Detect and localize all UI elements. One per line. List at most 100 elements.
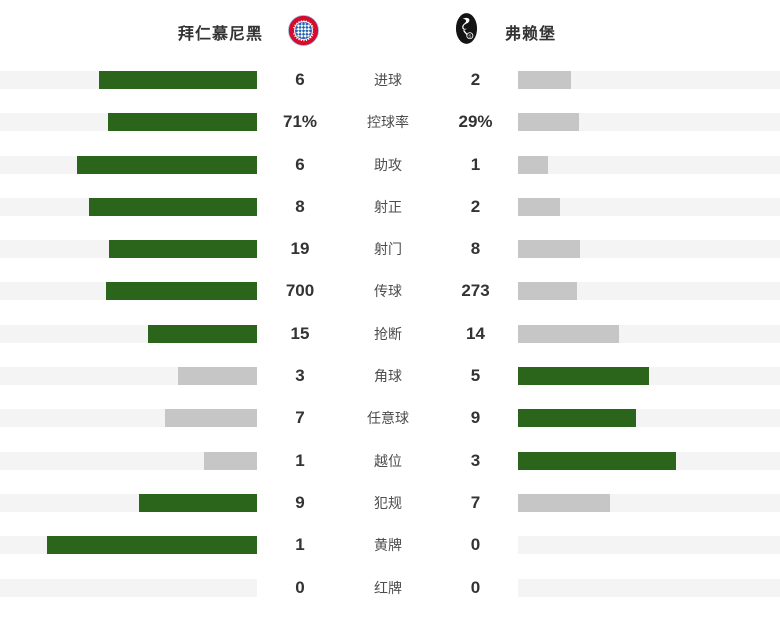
svg-text:S: S xyxy=(468,34,471,39)
stat-label: 红牌 xyxy=(374,579,402,596)
away-bar xyxy=(518,493,610,512)
stat-row: 0 红牌 0 xyxy=(0,577,780,597)
home-bar xyxy=(89,197,257,216)
away-bar xyxy=(518,282,577,301)
home-team-name: 拜仁慕尼黑 xyxy=(177,26,263,43)
home-bar xyxy=(77,155,257,174)
away-value: 5 xyxy=(470,366,481,386)
stat-label: 黄牌 xyxy=(374,537,402,554)
away-value: 3 xyxy=(470,450,481,470)
home-bar xyxy=(178,367,257,386)
home-bar-track xyxy=(0,282,257,301)
home-value: 9 xyxy=(295,492,305,512)
stat-label: 角球 xyxy=(374,368,402,385)
stat-row: 8 射正 2 xyxy=(0,196,780,216)
away-bar-track xyxy=(518,240,780,259)
away-bar-track xyxy=(518,493,780,512)
away-value: 9 xyxy=(470,408,481,428)
stat-label: 任意球 xyxy=(367,410,409,427)
stat-row: 71% 控球率 29% xyxy=(0,112,780,132)
away-value: 2 xyxy=(470,196,481,216)
away-value: 273 xyxy=(461,281,490,301)
stat-label: 控球率 xyxy=(367,114,409,131)
home-bar-track xyxy=(0,71,257,89)
stat-label: 传球 xyxy=(374,283,402,300)
home-bar-track xyxy=(0,409,257,428)
stat-row: 1 黄牌 0 xyxy=(0,535,780,555)
stat-label: 犯规 xyxy=(374,494,402,511)
home-bar-track xyxy=(0,324,257,343)
home-bar xyxy=(165,409,257,428)
away-bar-track xyxy=(518,451,780,470)
home-bar xyxy=(106,282,257,301)
home-bar-track xyxy=(0,113,257,132)
home-bar xyxy=(109,240,257,259)
home-value: 8 xyxy=(295,196,305,216)
home-bar-track xyxy=(0,197,257,216)
stat-label: 进球 xyxy=(374,72,402,88)
away-bar-track xyxy=(518,113,780,132)
home-bar xyxy=(148,324,257,343)
home-value: 6 xyxy=(295,154,305,174)
away-value: 7 xyxy=(470,492,481,512)
home-bar xyxy=(108,113,257,132)
stat-label: 射正 xyxy=(374,198,402,215)
away-bar xyxy=(518,324,619,343)
home-value: 0 xyxy=(295,577,305,597)
stat-row: 6 进球 2 xyxy=(0,71,780,89)
home-bar-track xyxy=(0,578,257,597)
home-bar-track xyxy=(0,451,257,470)
stat-row: 15 抢断 14 xyxy=(0,323,780,343)
home-bar-track xyxy=(0,155,257,174)
away-bar xyxy=(518,71,571,89)
home-bar-track xyxy=(0,240,257,259)
away-value: 29% xyxy=(458,112,493,132)
away-value: 14 xyxy=(466,323,485,343)
home-value: 15 xyxy=(290,323,310,343)
away-value: 8 xyxy=(470,239,481,259)
home-value: 3 xyxy=(295,366,305,386)
stat-row: 7 任意球 9 xyxy=(0,408,780,428)
home-bar xyxy=(99,71,257,89)
home-bar xyxy=(139,493,257,512)
home-value: 71% xyxy=(282,112,318,132)
away-bar-track xyxy=(518,578,780,597)
stat-row: 1 越位 3 xyxy=(0,450,780,470)
stat-row: 19 射门 8 xyxy=(0,239,780,259)
stat-row: 6 助攻 1 xyxy=(0,154,780,174)
home-bar xyxy=(47,536,257,555)
home-value: 700 xyxy=(285,281,315,301)
home-value: 19 xyxy=(290,239,310,259)
freiburg-logo-icon: S xyxy=(455,12,478,45)
away-bar xyxy=(518,197,560,216)
away-bar-track xyxy=(518,367,780,386)
home-value: 6 xyxy=(295,70,305,89)
away-bar-track xyxy=(518,197,780,216)
away-bar-track xyxy=(518,324,780,343)
away-value: 0 xyxy=(470,535,481,555)
home-value: 7 xyxy=(295,408,305,428)
home-bar xyxy=(204,451,257,470)
away-bar-track xyxy=(518,71,780,89)
home-bar-track xyxy=(0,536,257,555)
stats-rows: 6 进球 2 71% 控球率 29% 6 助攻 1 xyxy=(0,60,780,597)
away-bar xyxy=(518,240,580,259)
away-bar xyxy=(518,451,676,470)
away-team-name: 弗赖堡 xyxy=(505,26,557,43)
home-value: 1 xyxy=(295,535,305,555)
home-value: 1 xyxy=(295,450,305,470)
away-bar-track xyxy=(518,155,780,174)
away-value: 1 xyxy=(470,154,481,174)
away-bar xyxy=(518,113,579,132)
stat-row: 700 传球 273 xyxy=(0,281,780,301)
stat-label: 越位 xyxy=(374,452,402,469)
away-bar-track xyxy=(518,409,780,428)
stat-label: 助攻 xyxy=(374,156,402,173)
match-header: 拜仁慕尼黑 S 弗赖堡 xyxy=(0,0,780,60)
away-bar-track xyxy=(518,536,780,555)
stat-row: 9 犯规 7 xyxy=(0,492,780,512)
stat-row: 3 角球 5 xyxy=(0,366,780,386)
away-value: 2 xyxy=(470,70,481,89)
away-bar-track xyxy=(518,282,780,301)
